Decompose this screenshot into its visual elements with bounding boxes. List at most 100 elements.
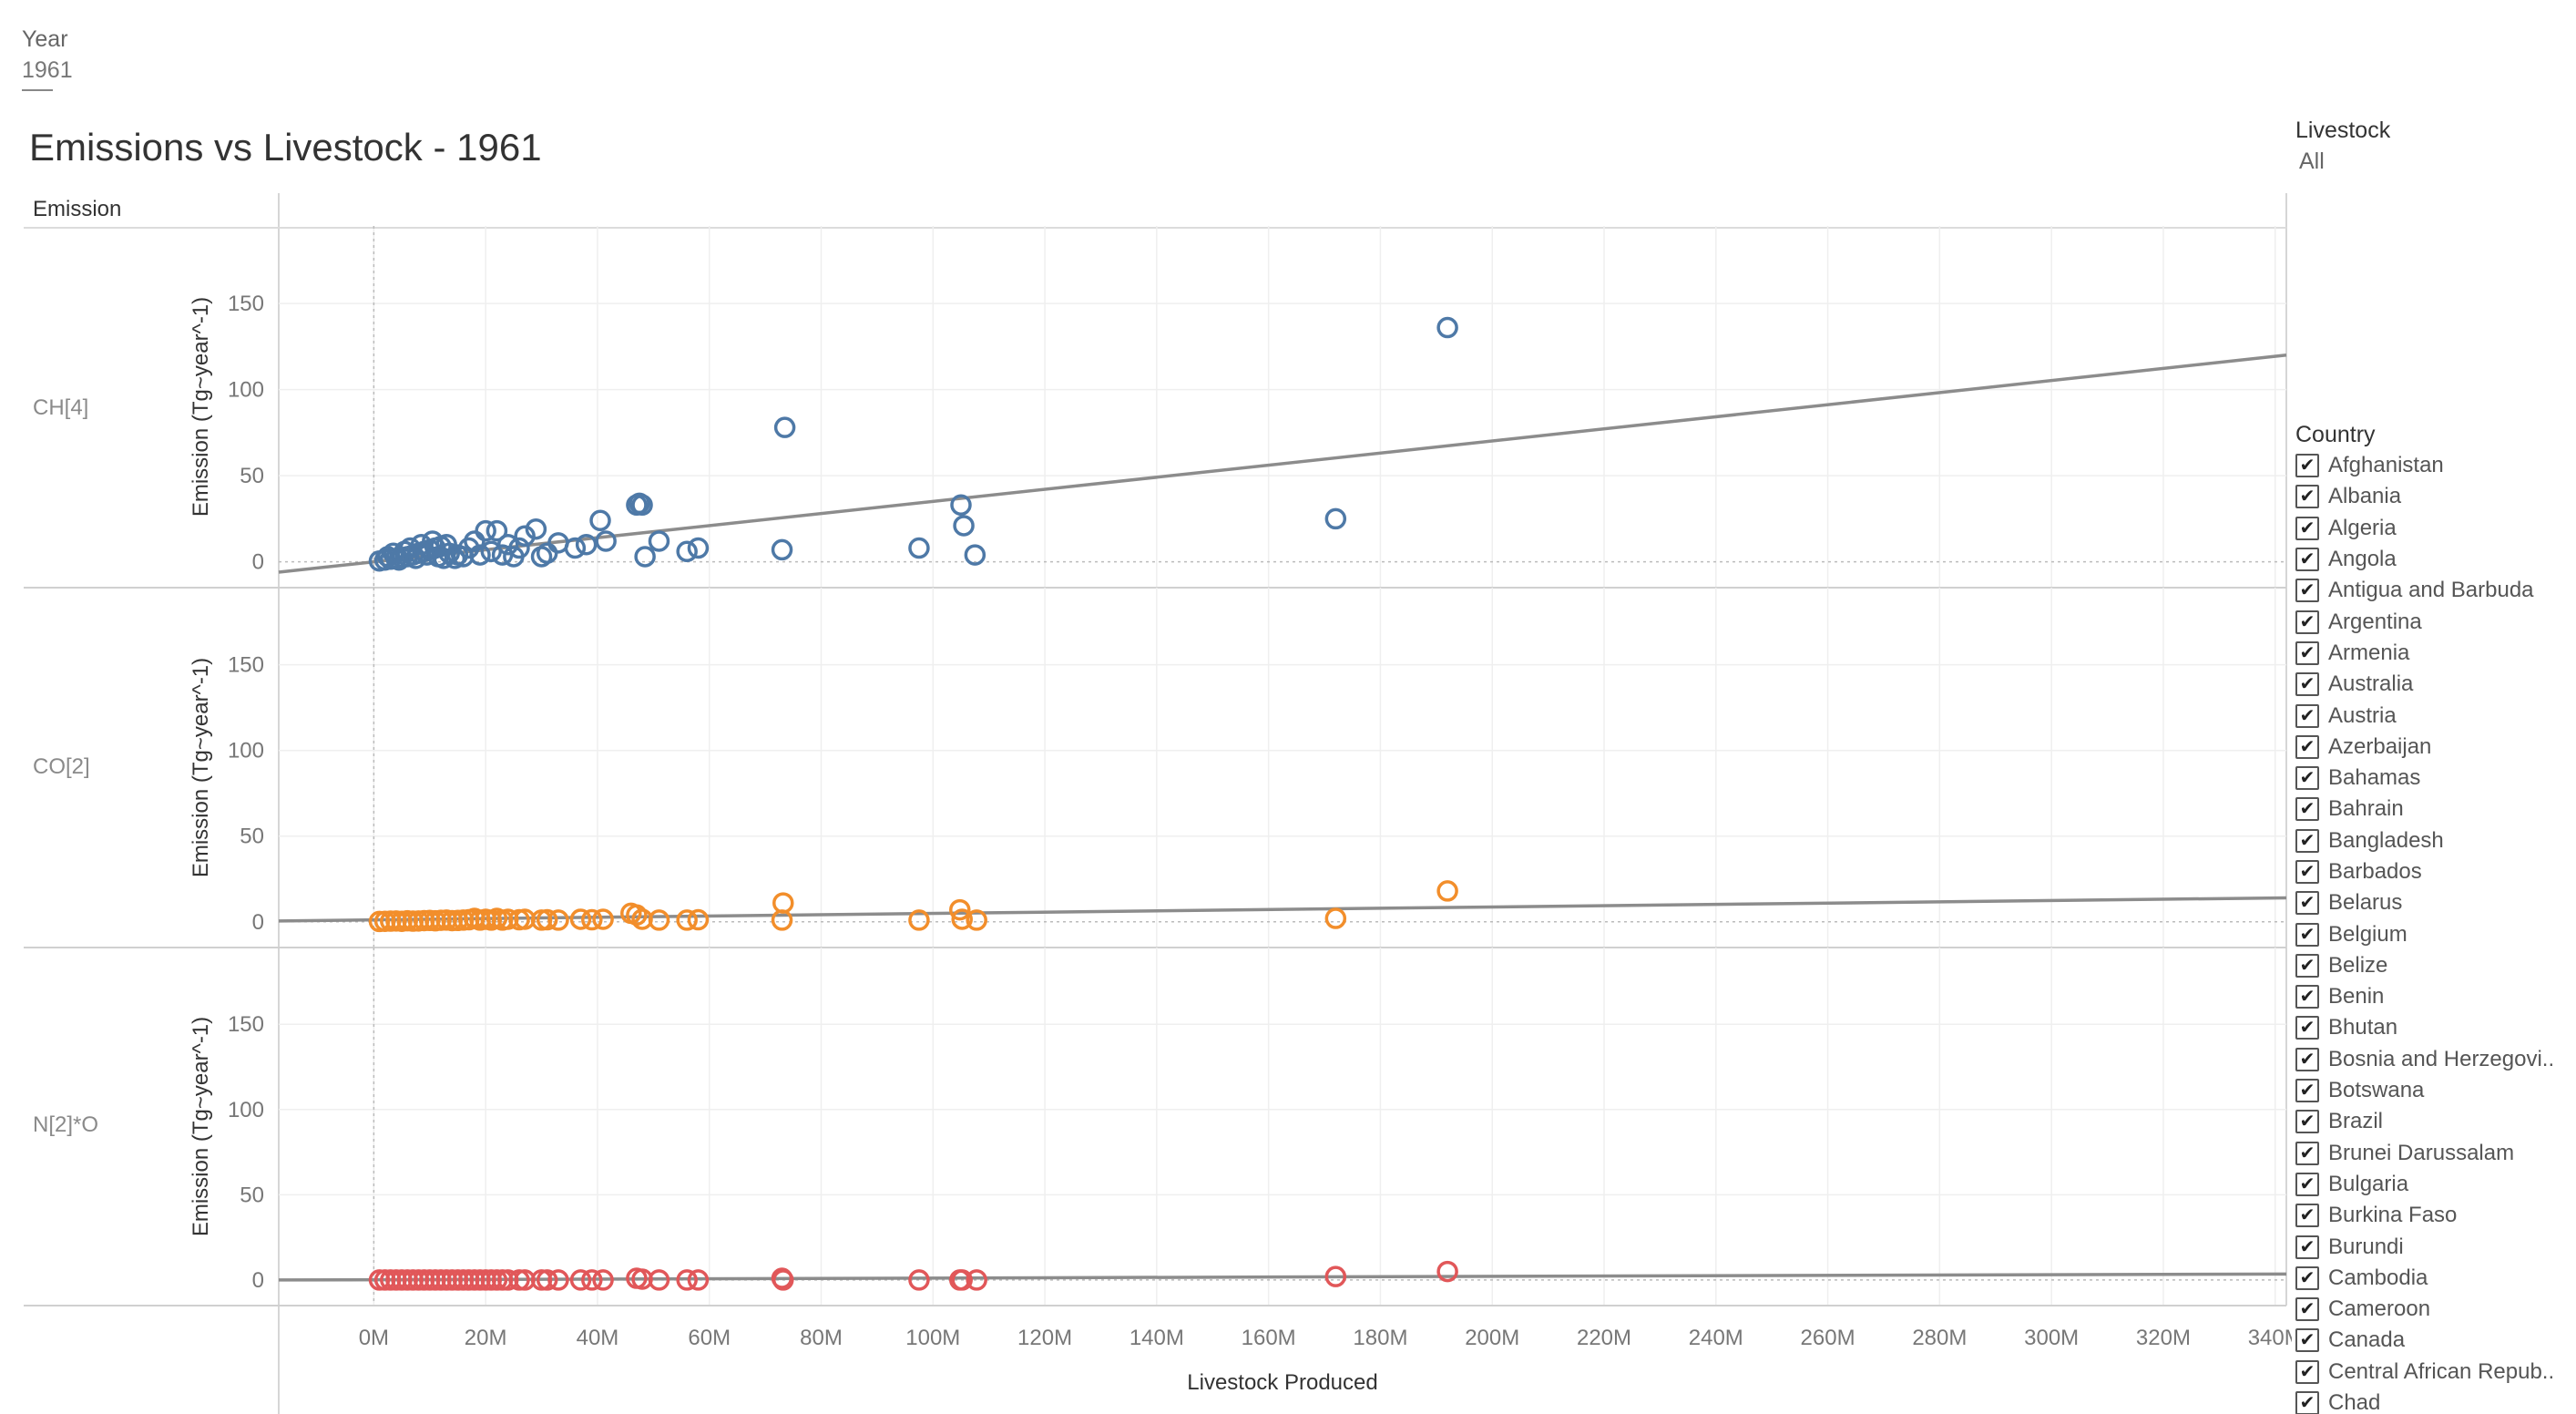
livestock-filter-value[interactable]: All [2299,149,2325,174]
country-item[interactable]: ✔ Brazil [2295,1106,2576,1137]
checkbox-checked-icon[interactable]: ✔ [2295,1141,2319,1165]
data-point [626,904,648,927]
data-point [475,519,496,542]
checkbox-checked-icon[interactable]: ✔ [2295,828,2319,853]
checkbox-checked-icon[interactable]: ✔ [2295,891,2319,916]
panel-2: 0 50 100 150 Emission (Tg~year^-1) [24,948,2287,1306]
checkbox-checked-icon[interactable]: ✔ [2295,1235,2319,1259]
country-item[interactable]: ✔ Bhutan [2295,1012,2576,1043]
checkbox-checked-icon[interactable]: ✔ [2295,860,2319,884]
checkbox-checked-icon[interactable]: ✔ [2295,985,2319,1009]
country-item[interactable]: ✔ Australia [2295,669,2576,700]
country-item[interactable]: ✔ Benin [2295,981,2576,1012]
country-item[interactable]: ✔ Bahrain [2295,794,2576,825]
checkbox-checked-icon[interactable]: ✔ [2295,1204,2319,1228]
country-item[interactable]: ✔ Argentina [2295,606,2576,637]
country-item[interactable]: ✔ Belarus [2295,887,2576,918]
checkbox-checked-icon[interactable]: ✔ [2295,1016,2319,1040]
x-tick-label: 180M [1353,1326,1407,1350]
livestock-filter-label: Livestock [2295,118,2391,143]
country-item[interactable]: ✔ Azerbaijan [2295,732,2576,763]
y-tick-label: 0 [252,910,264,935]
country-item[interactable]: ✔ Bulgaria [2295,1169,2576,1200]
x-tick-label: 60M [688,1326,731,1350]
country-item-label: Canada [2328,1327,2406,1353]
country-item[interactable]: ✔ Bahamas [2295,763,2576,794]
country-item[interactable]: ✔ Angola [2295,544,2576,575]
country-item[interactable]: ✔ Algeria [2295,513,2576,544]
country-item[interactable]: ✔ Austria [2295,700,2576,731]
year-filter-value[interactable]: 1961 [22,57,73,83]
country-item-label: Argentina [2328,609,2422,634]
checkbox-checked-icon[interactable]: ✔ [2295,1265,2319,1290]
scatter-chart: 0 50 100 150 Emission (Tg~year^-1) 0 50 100 150 E… [24,193,2292,1414]
x-tick-label: 320M [2136,1326,2191,1350]
data-point [676,540,698,563]
country-item[interactable]: ✔ Barbados [2295,856,2576,887]
country-item-label: Austria [2328,702,2397,728]
country-item[interactable]: ✔ Albania [2295,481,2576,512]
country-item[interactable]: ✔ Brunei Darussalam [2295,1138,2576,1169]
country-item[interactable]: ✔ Burkina Faso [2295,1200,2576,1231]
data-point [908,1269,930,1291]
country-item[interactable]: ✔ Belize [2295,950,2576,981]
x-tick-label: 120M [1017,1326,1072,1350]
x-tick-label: 240M [1689,1326,1743,1350]
country-item-label: Central African Repub.. [2328,1358,2555,1384]
checkbox-checked-icon[interactable]: ✔ [2295,1079,2319,1103]
checkbox-checked-icon[interactable]: ✔ [2295,516,2319,540]
year-slider-handle[interactable] [22,89,53,95]
checkbox-checked-icon[interactable]: ✔ [2295,766,2319,791]
data-point [536,542,558,564]
country-item[interactable]: ✔ Antigua and Barbuda [2295,575,2576,606]
data-point [1436,880,1458,902]
checkbox-checked-icon[interactable]: ✔ [2295,610,2319,634]
livestock-filter[interactable]: Livestock All [2295,115,2390,177]
country-item[interactable]: ✔ Bangladesh [2295,825,2576,856]
country-item[interactable]: ✔ Bosnia and Herzegovi.. [2295,1044,2576,1075]
year-filter[interactable]: Year 1961 [22,24,73,95]
country-item[interactable]: ✔ Afghanistan [2295,450,2576,481]
data-point [966,909,987,931]
data-point [589,509,611,532]
data-point [469,544,491,566]
country-item[interactable]: ✔ Belgium [2295,918,2576,949]
country-item[interactable]: ✔ Chad [2295,1388,2576,1414]
row-header-emission: Emission [33,197,122,221]
checkbox-checked-icon[interactable]: ✔ [2295,579,2319,603]
checkbox-checked-icon[interactable]: ✔ [2295,1172,2319,1196]
checkbox-checked-icon[interactable]: ✔ [2295,922,2319,947]
checkbox-checked-icon[interactable]: ✔ [2295,734,2319,759]
checkbox-checked-icon[interactable]: ✔ [2295,672,2319,697]
country-item[interactable]: ✔ Cameroon [2295,1294,2576,1325]
country-item[interactable]: ✔ Central African Repub.. [2295,1357,2576,1388]
checkbox-checked-icon[interactable]: ✔ [2295,797,2319,822]
country-item[interactable]: ✔ Burundi [2295,1231,2576,1262]
checkbox-checked-icon[interactable]: ✔ [2295,703,2319,728]
y-tick-label: 0 [252,1268,264,1293]
checkbox-checked-icon[interactable]: ✔ [2295,640,2319,665]
checkbox-checked-icon[interactable]: ✔ [2295,1359,2319,1384]
checkbox-checked-icon[interactable]: ✔ [2295,953,2319,978]
y-axis-title: Emission (Tg~year^-1) [189,297,213,517]
row-label-co2: CO[2] [33,754,90,779]
country-filter-label: Country [2295,422,2376,447]
checkbox-checked-icon[interactable]: ✔ [2295,1110,2319,1134]
checkbox-checked-icon[interactable]: ✔ [2295,1391,2319,1414]
checkbox-checked-icon[interactable]: ✔ [2295,1328,2319,1353]
country-item[interactable]: ✔ Botswana [2295,1075,2576,1106]
checkbox-checked-icon[interactable]: ✔ [2295,1297,2319,1322]
country-item-label: Cameroon [2328,1296,2431,1322]
country-item-label: Algeria [2328,515,2397,540]
country-item[interactable]: ✔ Canada [2295,1325,2576,1356]
country-item[interactable]: ✔ Cambodia [2295,1263,2576,1294]
checkbox-checked-icon[interactable]: ✔ [2295,454,2319,478]
checkbox-checked-icon[interactable]: ✔ [2295,485,2319,509]
checkbox-checked-icon[interactable]: ✔ [2295,548,2319,572]
country-item-label: Burkina Faso [2328,1203,2458,1228]
checkbox-checked-icon[interactable]: ✔ [2295,1047,2319,1071]
country-item[interactable]: ✔ Armenia [2295,638,2576,669]
data-point [581,908,603,931]
data-point [648,909,670,931]
country-item-label: Brazil [2328,1109,2384,1134]
